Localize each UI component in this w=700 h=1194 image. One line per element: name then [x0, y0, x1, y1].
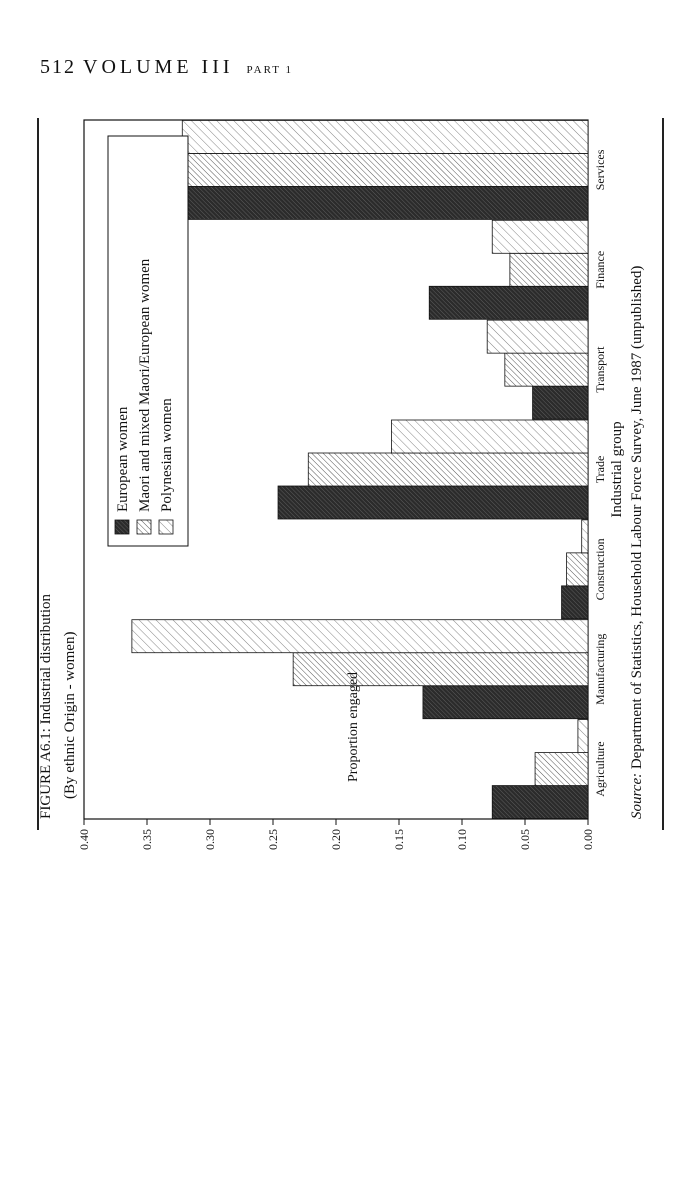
x-category-label: Trade — [593, 456, 607, 484]
y-tick-label: 0.15 — [392, 829, 406, 850]
bars-layer — [131, 120, 589, 819]
top-rule — [37, 118, 39, 830]
bar — [307, 452, 589, 487]
y-tick-label: 0.40 — [77, 829, 91, 850]
y-axis-title: Proportion engaged — [346, 672, 361, 782]
bar — [532, 385, 589, 420]
legend-label: Maori and mixed Maori/European women — [137, 258, 153, 512]
page-number: 512 — [40, 56, 76, 78]
source-label: Source: — [629, 773, 645, 819]
bar — [428, 285, 589, 320]
legend-box — [107, 135, 189, 547]
bar — [391, 419, 589, 454]
y-tick-label: 0.05 — [518, 829, 532, 850]
figure-subtitle: (By ethnic Origin - women) — [62, 632, 78, 799]
bar — [566, 552, 589, 587]
y-tick-label: 0.20 — [329, 829, 343, 850]
bar — [509, 252, 589, 287]
bar — [132, 153, 589, 187]
x-category-label: Manufacturing — [593, 634, 607, 705]
figure-title: FIGURE A6.1: Industrial distribution — [38, 594, 54, 820]
source-text: Department of Statistics, Household Labo… — [629, 266, 645, 773]
bar — [292, 652, 589, 687]
x-category-label: Transport — [593, 346, 607, 393]
running-head: 512 VOLUME III PART 1 — [40, 56, 293, 79]
bar — [486, 319, 589, 354]
bottom-rule — [662, 118, 664, 830]
x-category-label: Finance — [593, 251, 607, 289]
x-category-label: Agriculture — [593, 741, 607, 796]
bar — [277, 485, 589, 520]
bar — [491, 219, 589, 254]
x-axis-title: Industrial group — [609, 421, 625, 517]
bar — [491, 785, 589, 819]
bar — [504, 352, 589, 387]
y-tick-label: 0.10 — [455, 829, 469, 850]
part-label: PART 1 — [246, 64, 294, 76]
bar — [561, 585, 589, 620]
y-tick-label: 0.25 — [266, 829, 280, 850]
source-note: Source: Department of Statistics, Househ… — [629, 266, 645, 819]
x-category-label: Construction — [593, 538, 607, 600]
legend: European women Maori and mixed Maori/Euro… — [107, 135, 189, 547]
bar — [131, 619, 589, 654]
legend-swatch — [114, 519, 130, 535]
y-tick-label: 0.00 — [581, 829, 595, 850]
legend-swatch — [158, 519, 174, 535]
y-tick-label: 0.35 — [140, 829, 154, 850]
legend-label: European women — [115, 406, 131, 512]
bar — [181, 120, 589, 154]
legend-swatch — [136, 519, 152, 535]
legend-label: Polynesian women — [159, 398, 175, 512]
volume-label: VOLUME III — [83, 56, 234, 78]
bar — [577, 719, 589, 753]
y-tick-label: 0.30 — [203, 829, 217, 850]
bar — [422, 685, 589, 720]
x-category-label: Services — [593, 149, 607, 190]
labels-layer: 0.00 0.05 0.10 0.15 0.20 0.25 0.30 0.35 0.40 Agri… — [38, 149, 645, 850]
bar — [144, 186, 589, 220]
bar — [534, 752, 589, 786]
bar — [581, 519, 589, 554]
